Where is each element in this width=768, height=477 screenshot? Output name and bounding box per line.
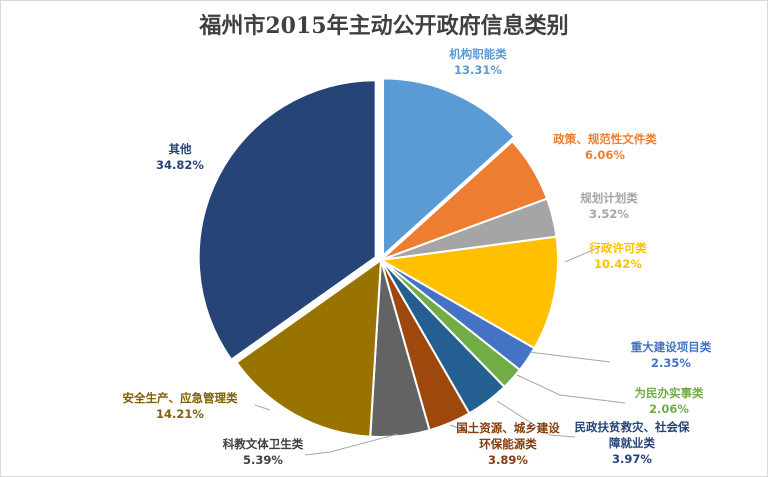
leader-line-7 — [449, 424, 471, 433]
leader-line-6 — [496, 400, 576, 438]
data-label-8: 科教文体卫生类 5.39% — [223, 437, 304, 467]
data-label-5: 为民办实事类 2.06% — [635, 386, 704, 416]
leader-line-4 — [528, 351, 611, 363]
pie-slice-0 — [382, 77, 516, 258]
pie-slice-9 — [235, 257, 383, 438]
data-label-0: 机构职能类 13.31% — [449, 47, 507, 77]
leader-line-3 — [564, 246, 601, 263]
slice-label-text: 科教文体卫生类 — [223, 437, 304, 451]
slice-value-text: 14.21% — [156, 407, 204, 421]
slice-value-text: 6.06% — [585, 148, 625, 162]
slice-value-text: 3.97% — [612, 452, 652, 466]
slice-label-text: 其他 — [169, 142, 192, 156]
chart-title: 福州市2015年主动公开政府信息类别 — [199, 13, 569, 39]
data-label-9: 安全生产、应急管理类 14.21% — [123, 391, 238, 421]
slice-label-text: 重大建设项目类 — [631, 340, 712, 354]
data-label-4: 重大建设项目类 2.35% — [631, 340, 712, 370]
slice-value-text: 13.31% — [454, 63, 502, 77]
leader-line-8 — [304, 433, 399, 456]
slice-value-text: 2.06% — [649, 402, 689, 416]
pie-slice-10 — [197, 79, 377, 362]
data-label-7: 国土资源、城乡建设环保能源类 3.89% — [456, 421, 560, 467]
slice-value-text: 3.89% — [488, 453, 528, 467]
pie-slice-3 — [377, 235, 559, 350]
leader-line-5 — [516, 374, 626, 404]
slice-value-text: 10.42% — [594, 257, 642, 271]
slice-label-text: 国土资源、城乡建设环保能源类 — [456, 421, 560, 451]
slice-value-text: 3.52% — [589, 207, 629, 221]
slice-value-text: 34.82% — [156, 158, 204, 172]
data-label-3: 行政许可类 10.42% — [588, 241, 647, 271]
slice-value-text: 5.39% — [243, 453, 283, 467]
data-label-2: 规划计划类 3.52% — [580, 191, 638, 221]
data-label-10: 其他 34.82% — [156, 142, 204, 172]
slice-label-text: 政策、规范性文件类 — [553, 132, 657, 146]
leader-line-9 — [254, 404, 271, 411]
slice-value-text: 2.35% — [651, 356, 691, 370]
slice-label-text: 行政许可类 — [588, 241, 647, 255]
data-label-1: 政策、规范性文件类 6.06% — [553, 132, 657, 162]
slice-label-text: 民政扶贫救灾、社会保障就业类 — [575, 420, 690, 450]
slice-label-text: 为民办实事类 — [635, 386, 704, 400]
slice-label-text: 安全生产、应急管理类 — [123, 391, 238, 405]
data-label-6: 民政扶贫救灾、社会保障就业类 3.97% — [575, 420, 690, 466]
slice-label-text: 规划计划类 — [580, 191, 638, 205]
slice-label-text: 机构职能类 — [449, 47, 507, 61]
